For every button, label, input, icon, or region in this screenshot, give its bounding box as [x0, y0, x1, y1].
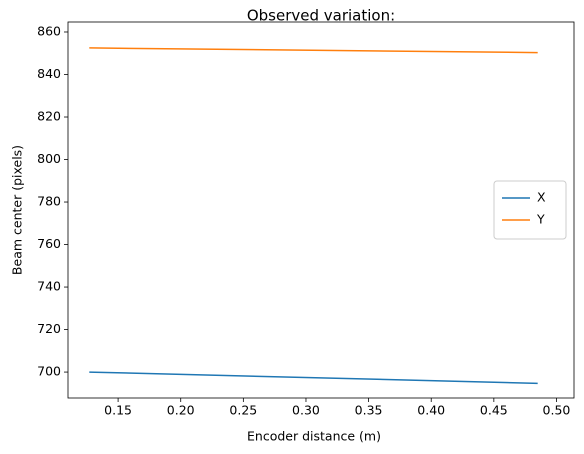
y-tick-label: 780: [37, 194, 61, 209]
legend-label: X: [537, 190, 546, 205]
x-tick-label: 0.30: [292, 403, 320, 418]
legend-label: Y: [536, 212, 545, 227]
y-tick-label: 820: [37, 109, 61, 124]
legend: XY: [493, 180, 567, 240]
legend-box: [493, 180, 567, 240]
x-tick-label: 0.45: [480, 403, 508, 418]
x-tick-label: 0.25: [229, 403, 257, 418]
y-tick-label: 800: [37, 151, 61, 166]
x-tick-label: 0.15: [104, 403, 132, 418]
series-line: [89, 371, 538, 385]
x-tick-label: 0.35: [355, 403, 383, 418]
y-tick-label: 740: [37, 279, 61, 294]
x-tick-label: 0.40: [417, 403, 445, 418]
y-tick-label: 860: [37, 23, 61, 38]
y-tick-label: 840: [37, 66, 61, 81]
x-tick-label: 0.20: [167, 403, 195, 418]
plot-frame: [67, 21, 575, 399]
series-line: [89, 47, 538, 54]
chart-title: Observed variation:: [247, 7, 395, 25]
y-axis-label: Beam center (pixels): [10, 145, 25, 275]
y-tick-label: 700: [37, 364, 61, 379]
x-axis-label: Encoder distance (m): [247, 429, 381, 444]
x-tick-label: 0.50: [543, 403, 571, 418]
y-tick-label: 760: [37, 236, 61, 251]
y-tick-label: 720: [37, 321, 61, 336]
